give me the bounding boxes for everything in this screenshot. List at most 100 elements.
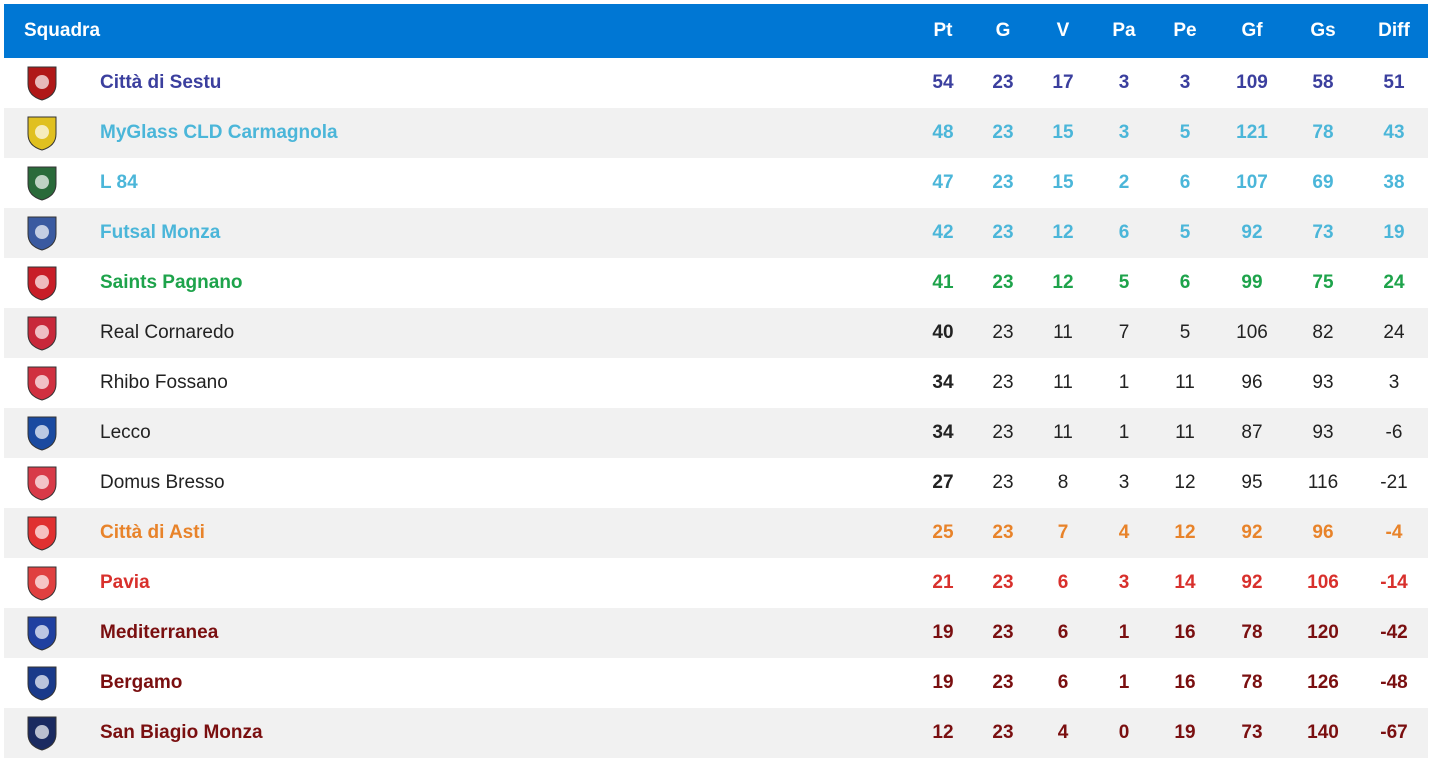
stat-cell: 15: [1052, 122, 1074, 143]
stat-cell: 99: [1241, 272, 1263, 293]
stat-cell: 23: [992, 622, 1014, 643]
stat-cell: 11: [1053, 372, 1073, 393]
stat-cell: -67: [1380, 722, 1408, 743]
header-cell: Pa: [1112, 20, 1136, 41]
stat-cell: 5: [1179, 322, 1191, 343]
team-name: Città di Sestu: [100, 72, 222, 93]
stat-cell: 8: [1057, 472, 1069, 493]
team-logo: [27, 416, 57, 451]
stat-cell: 25: [932, 522, 954, 543]
stat-cell: 6: [1057, 622, 1069, 643]
stat-cell: 69: [1312, 172, 1334, 193]
stat-cell: 11: [1053, 422, 1073, 443]
stat-cell: -42: [1380, 622, 1408, 643]
stat-cell: 4: [1057, 722, 1069, 743]
table-row: Città di Sestu 54 23 17 3 3 109 58 51: [4, 58, 1428, 108]
stat-cell: 54: [932, 72, 954, 93]
stat-cell: 41: [932, 272, 954, 293]
stat-cell: 24: [1383, 272, 1405, 293]
stat-cell: 40: [932, 322, 954, 343]
stat-cell: 51: [1383, 72, 1405, 93]
team-logo: [27, 616, 57, 651]
table-row: Saints Pagnano 41 23 12 5 6 99 75 24: [4, 258, 1428, 308]
stat-cell: 43: [1383, 122, 1405, 143]
stat-cell: 107: [1236, 172, 1268, 193]
stat-cell: 34: [932, 372, 954, 393]
stat-cell: 126: [1307, 672, 1339, 693]
team-logo: [27, 466, 57, 501]
header-cell: Squadra: [24, 20, 101, 41]
team-logo: [27, 316, 57, 351]
stat-cell: 19: [932, 622, 954, 643]
stat-cell: 12: [1174, 522, 1196, 543]
header-cell: Gf: [1241, 20, 1263, 41]
stat-cell: 23: [992, 122, 1014, 143]
stat-cell: 82: [1312, 322, 1334, 343]
team-logo: [27, 116, 57, 151]
stat-cell: 23: [992, 572, 1014, 593]
stat-cell: 6: [1057, 572, 1069, 593]
team-name: San Biagio Monza: [100, 722, 263, 743]
team-logo: [27, 166, 57, 201]
team-logo: [27, 366, 57, 401]
stat-cell: 16: [1174, 622, 1196, 643]
stat-cell: 120: [1307, 622, 1339, 643]
table-row: San Biagio Monza 12 23 4 0 19 73 140 -67: [4, 708, 1428, 758]
stat-cell: 48: [932, 122, 954, 143]
stat-cell: 17: [1052, 72, 1074, 93]
stat-cell: 106: [1307, 572, 1339, 593]
stat-cell: 6: [1179, 172, 1191, 193]
team-name: L 84: [100, 172, 138, 193]
stat-cell: 23: [992, 72, 1014, 93]
stat-cell: 19: [1383, 222, 1405, 243]
stat-cell: 12: [1174, 472, 1196, 493]
table-row: Lecco 34 23 11 1 11 87 93 -6: [4, 408, 1428, 458]
stat-cell: 23: [992, 172, 1014, 193]
stat-cell: -4: [1385, 522, 1403, 543]
table-row: Pavia 21 23 6 3 14 92 106 -14: [4, 558, 1428, 608]
stat-cell: 96: [1312, 522, 1334, 543]
team-name: Bergamo: [100, 672, 183, 693]
stat-cell: 42: [932, 222, 954, 243]
team-name: Saints Pagnano: [100, 272, 243, 293]
team-name: Città di Asti: [100, 522, 205, 543]
stat-cell: 73: [1241, 722, 1263, 743]
stat-cell: 78: [1312, 122, 1334, 143]
stat-cell: 3: [1179, 72, 1191, 93]
team-logo: [27, 566, 57, 601]
header-cell: Diff: [1378, 20, 1410, 41]
table-row: Real Cornaredo 40 23 11 7 5 106 82 24: [4, 308, 1428, 358]
stat-cell: 23: [992, 522, 1014, 543]
header-row: Squadra Pt G V Pa Pe Gf Gs Diff: [4, 4, 1428, 58]
team-name: Mediterranea: [100, 622, 219, 643]
table-row: Bergamo 19 23 6 1 16 78 126 -48: [4, 658, 1428, 708]
header-cell: Pt: [933, 20, 953, 41]
stat-cell: 1: [1118, 422, 1130, 443]
stat-cell: 6: [1118, 222, 1130, 243]
stat-cell: 7: [1118, 322, 1130, 343]
team-logo: [27, 716, 57, 751]
stat-cell: 73: [1312, 222, 1334, 243]
stat-cell: 14: [1174, 572, 1196, 593]
stat-cell: 47: [932, 172, 954, 193]
table-row: Futsal Monza 42 23 12 6 5 92 73 19: [4, 208, 1428, 258]
stat-cell: 12: [1052, 222, 1074, 243]
stat-cell: 93: [1312, 372, 1334, 393]
header-cell: V: [1056, 20, 1070, 41]
stat-cell: 27: [932, 472, 954, 493]
stat-cell: -48: [1380, 672, 1408, 693]
stat-cell: 1: [1118, 372, 1130, 393]
stat-cell: -6: [1385, 422, 1403, 443]
header-cell: G: [995, 20, 1011, 41]
stat-cell: 6: [1179, 272, 1191, 293]
stat-cell: 23: [992, 272, 1014, 293]
stat-cell: 19: [1174, 722, 1196, 743]
stat-cell: 38: [1383, 172, 1405, 193]
stat-cell: 6: [1057, 672, 1069, 693]
table-row: L 84 47 23 15 2 6 107 69 38: [4, 158, 1428, 208]
team-name: Real Cornaredo: [100, 322, 235, 343]
table-row: Rhibo Fossano 34 23 11 1 11 96 93 3: [4, 358, 1428, 408]
header-cell: Gs: [1310, 20, 1336, 41]
stat-cell: 11: [1175, 372, 1195, 393]
